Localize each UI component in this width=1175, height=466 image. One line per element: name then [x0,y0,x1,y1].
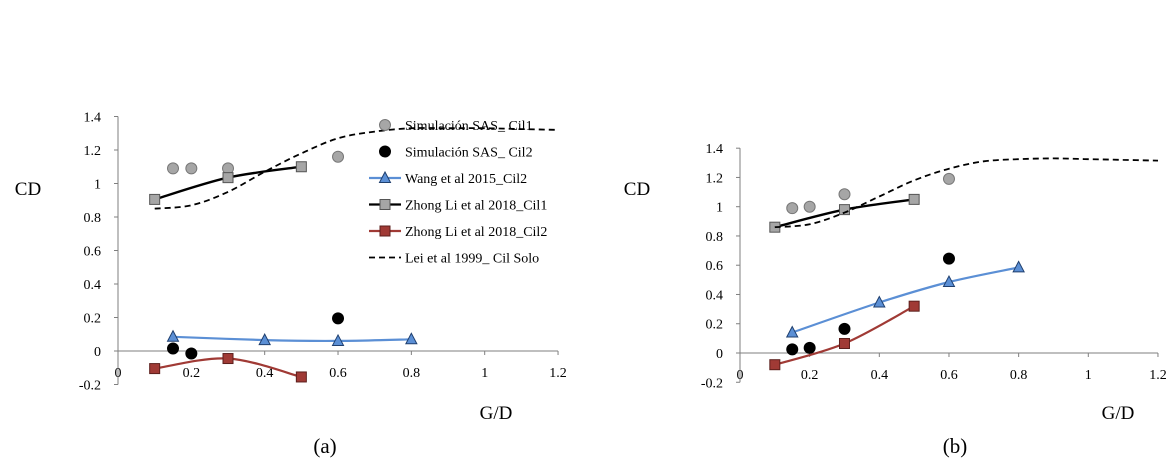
legend-label: Zhong Li et al 2018_Cil2 [405,225,547,240]
x-tick-label: 1 [1085,368,1092,383]
y-tick-label: -0.2 [79,379,101,394]
data-point [943,173,954,184]
series-b-0 [787,173,955,213]
data-point [168,163,179,174]
y-tick-label: 0.8 [84,211,102,226]
chart-panel-b: -0.2 0 0.2 0.4 0.6 0.8 1 1.2 1.4 0 0.2 0.4 0.6 0.8 1 1.… [624,142,1167,458]
data-point [296,162,306,172]
data-point [168,343,179,354]
data-point [839,338,849,348]
data-point [186,348,197,359]
data-point [909,194,919,204]
legend: Simulación SAS_ Cil1 Simulación SAS_ Cil2… [369,119,547,267]
series-line [792,267,1018,332]
legend-label: Zhong Li et al 2018_Cil1 [405,199,547,214]
data-point [943,253,954,264]
y-tick-label: 0 [94,345,101,360]
data-point [787,203,798,214]
x-tick-label: 0.4 [871,368,889,383]
data-point [839,189,850,200]
data-point [804,342,815,353]
series-line [173,337,411,341]
y-tick-label: 1.2 [706,171,724,186]
x-tick-label: 0.6 [329,366,347,381]
data-point [186,163,197,174]
series-a-5 [155,128,558,209]
x-tick-label: 0 [115,366,122,381]
x-tick-label: 1.2 [549,366,567,381]
legend-item: Lei et al 1999_ Cil Solo [369,252,539,267]
legend-swatch-marker [380,200,390,210]
y-tick-label: 0.8 [706,230,724,245]
series-b-2 [787,261,1024,337]
series-a-4 [150,354,307,382]
y-tick-label: 0.4 [84,278,102,293]
legend-label: Lei et al 1999_ Cil Solo [405,252,539,267]
y-tick-label: 1.4 [706,142,724,157]
y-axis-title: CD [624,179,650,200]
chart-panel-a: -0.2 0 0.2 0.4 0.6 0.8 1 1.2 1.4 0 0.2 0.4 0.6 0.8 1 1.… [15,111,567,459]
series-b-1 [787,253,955,355]
data-point [909,301,919,311]
y-tick-label: 0.6 [84,245,102,260]
series-line [155,128,558,209]
data-point [1013,261,1024,272]
legend-label: Wang et al 2015_Cil2 [405,172,527,187]
legend-swatch-marker [380,120,391,131]
y-tick-label: 1.4 [84,111,102,126]
panel-caption: (b) [943,434,968,458]
legend-item: Wang et al 2015_Cil2 [369,172,527,187]
data-point [770,360,780,370]
legend-swatch-marker [380,146,391,157]
y-tick-label: 1 [716,201,723,216]
data-point [804,201,815,212]
data-point [787,344,798,355]
y-tick-label: 0.2 [84,312,102,327]
x-tick-label: 1 [481,366,488,381]
x-tick-label: 0.6 [940,368,958,383]
x-tick-label: 0.8 [403,366,421,381]
panel-caption: (a) [313,434,336,458]
data-point [333,151,344,162]
y-tick-label: 0.2 [706,318,724,333]
data-point [150,194,160,204]
data-point [223,354,233,364]
legend-item: Zhong Li et al 2018_Cil1 [369,199,547,214]
legend-item: Zhong Li et al 2018_Cil2 [369,225,547,240]
series-b-5 [775,158,1158,227]
legend-item: Simulación SAS_ Cil1 [380,119,533,134]
legend-swatch-marker [380,226,390,236]
y-tick-label: 0 [716,347,723,362]
x-tick-label: 0.2 [183,366,201,381]
series-a-0 [168,151,344,174]
y-axis-title: CD [15,179,41,200]
y-tick-label: 1.2 [84,144,102,159]
x-axis-title: G/D [480,403,513,424]
y-tick-label: 1 [94,178,101,193]
legend-item: Simulación SAS_ Cil2 [380,146,533,161]
series-a-2 [168,331,417,346]
legend-label: Simulación SAS_ Cil2 [405,146,533,161]
y-tick-label: 0.4 [706,288,724,303]
data-point [223,173,233,183]
x-tick-label: 1.2 [1149,368,1167,383]
legend-label: Simulación SAS_ Cil1 [405,119,533,134]
series-line [775,158,1158,227]
data-point [333,313,344,324]
data-point [296,372,306,382]
x-tick-label: 0.2 [801,368,819,383]
x-tick-label: 0 [737,368,744,383]
x-axis-title: G/D [1102,403,1135,424]
series-a-1 [168,313,344,359]
x-tick-label: 0.8 [1010,368,1028,383]
data-point [150,364,160,374]
data-point [839,323,850,334]
y-tick-label: -0.2 [701,376,723,391]
y-tick-label: 0.6 [706,259,724,274]
